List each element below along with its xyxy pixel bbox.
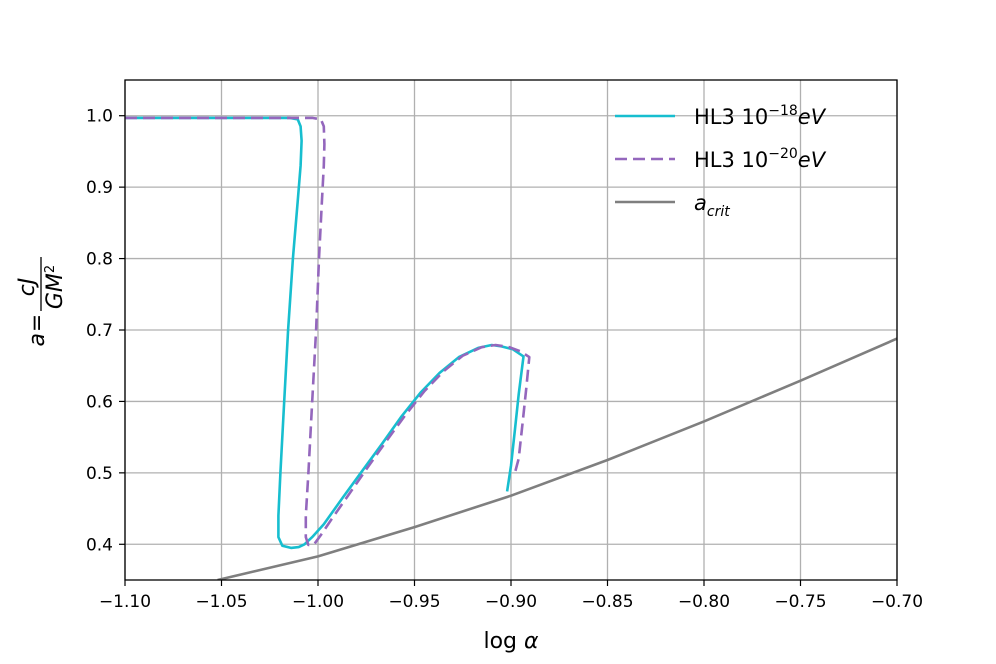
svg-text:a: a bbox=[25, 333, 50, 346]
legend-label-2: HL3 10−20eV bbox=[694, 146, 827, 172]
legend-label-1: HL3 10−18eV bbox=[694, 103, 827, 129]
y-axis-label: a = cJ GM2 bbox=[15, 257, 68, 346]
x-tick-label: −1.05 bbox=[195, 592, 247, 612]
svg-text:cJ: cJ bbox=[15, 278, 40, 297]
y-tick-label: 0.7 bbox=[86, 321, 113, 341]
y-tick-label: 1.0 bbox=[86, 107, 113, 127]
plot-area bbox=[125, 116, 897, 580]
x-tick-label: −0.80 bbox=[678, 592, 730, 612]
x-tick-label: −0.75 bbox=[774, 592, 826, 612]
y-tick-label: 0.4 bbox=[86, 535, 113, 555]
legend: HL3 10−18eV HL3 10−20eV acrit bbox=[615, 103, 827, 220]
svg-text:=: = bbox=[25, 314, 50, 332]
x-tick-label: −0.85 bbox=[581, 592, 633, 612]
x-tick-label: −0.95 bbox=[388, 592, 440, 612]
legend-label-3: acrit bbox=[694, 191, 730, 220]
series-line-3 bbox=[217, 337, 897, 580]
x-tick-label: −0.90 bbox=[485, 592, 537, 612]
y-tick-label: 0.6 bbox=[86, 392, 113, 412]
y-tick-label: 0.8 bbox=[86, 250, 113, 270]
y-tick-label: 0.5 bbox=[86, 464, 113, 484]
series-group bbox=[125, 116, 897, 580]
series-line-2 bbox=[125, 116, 531, 547]
svg-text:GM2: GM2 bbox=[43, 265, 68, 309]
y-axis: 0.4 0.5 0.6 0.7 0.8 0.9 1.0 bbox=[86, 107, 125, 555]
y-tick-label: 0.9 bbox=[86, 178, 113, 198]
grid bbox=[124, 80, 898, 580]
x-tick-label: −0.70 bbox=[871, 592, 923, 612]
x-axis-label: log α bbox=[483, 629, 539, 654]
x-tick-label: −1.00 bbox=[292, 592, 344, 612]
x-tick-label: −1.10 bbox=[99, 592, 151, 612]
x-axis: −1.10 −1.05 −1.00 −0.95 −0.90 −0.85 −0.80 −0.75… bbox=[99, 580, 923, 612]
